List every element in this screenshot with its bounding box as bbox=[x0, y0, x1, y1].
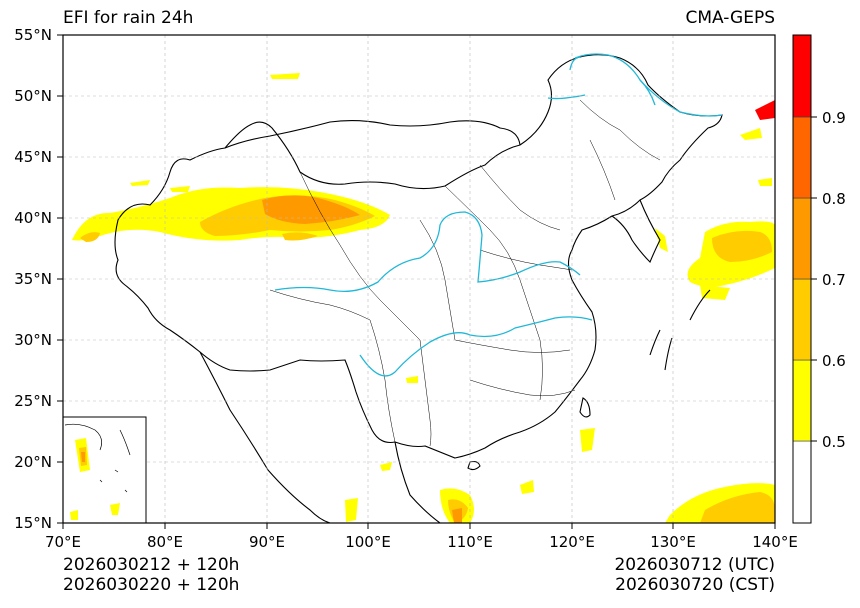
colorbar-segment bbox=[792, 116, 812, 199]
lat-tick-label: 35°N bbox=[14, 270, 52, 288]
model-name: CMA-GEPS bbox=[685, 8, 775, 28]
lon-tick-label: 140°E bbox=[752, 533, 798, 551]
songhua-river bbox=[547, 79, 656, 106]
lon-tick-label: 120°E bbox=[549, 533, 595, 551]
efi-area-japan-gold bbox=[712, 230, 772, 262]
korea-border bbox=[611, 199, 661, 263]
colorbar-segment bbox=[792, 359, 812, 442]
axis-ticks bbox=[57, 34, 776, 529]
taiwan bbox=[579, 397, 591, 418]
lat-tick-label: 15°N bbox=[14, 514, 52, 532]
colorbar: 0.5 0.6 0.7 0.8 0.9 bbox=[792, 34, 846, 524]
valid-time-utc: 2026030712 (UTC) bbox=[614, 555, 775, 575]
colorbar-segment bbox=[792, 440, 812, 524]
init-time-cst: 2026030220 + 120h bbox=[63, 575, 240, 595]
map-title: EFI for rain 24h bbox=[63, 8, 194, 28]
lon-tick-label: 110°E bbox=[447, 533, 493, 551]
colorbar-label: 0.7 bbox=[822, 271, 846, 289]
lat-tick-label: 45°N bbox=[14, 148, 52, 166]
lon-tick-label: 100°E bbox=[345, 533, 391, 551]
init-time-block: 2026030212 + 120h 2026030220 + 120h bbox=[63, 555, 239, 595]
yangtze-river bbox=[359, 316, 593, 377]
valid-time-cst: 2026030720 (CST) bbox=[615, 575, 775, 595]
south-china-sea-inset bbox=[62, 416, 147, 524]
init-time-utc: 2026030212 + 120h bbox=[63, 555, 240, 575]
india-border bbox=[199, 351, 331, 523]
valid-time-block: 2026030712 (UTC) 2026030720 (CST) bbox=[614, 555, 775, 595]
lat-tick-label: 25°N bbox=[14, 392, 52, 410]
lon-tick-label: 130°E bbox=[650, 533, 696, 551]
province-borders bbox=[269, 99, 661, 447]
colorbar-label: 0.8 bbox=[822, 190, 846, 208]
china-border bbox=[114, 54, 723, 459]
colorbar-label: 0.9 bbox=[822, 109, 846, 127]
colorbar-label: 0.5 bbox=[822, 433, 846, 451]
colorbar-segment bbox=[792, 197, 812, 280]
indochina-border bbox=[394, 441, 441, 523]
efi-area-northwest-orange bbox=[262, 195, 360, 224]
colorbar-segment bbox=[792, 34, 812, 118]
lat-tick-label: 55°N bbox=[14, 26, 52, 44]
japan-coast bbox=[649, 289, 711, 371]
lon-tick-label: 70°E bbox=[45, 533, 81, 551]
gridlines bbox=[63, 35, 775, 523]
lat-tick-label: 50°N bbox=[14, 87, 52, 105]
colorbar-segment bbox=[792, 278, 812, 361]
efi-shading bbox=[72, 73, 775, 523]
country-borders bbox=[114, 54, 723, 523]
lat-tick-label: 20°N bbox=[14, 453, 52, 471]
lat-tick-label: 30°N bbox=[14, 331, 52, 349]
lon-tick-label: 90°E bbox=[249, 533, 285, 551]
lat-tick-label: 40°N bbox=[14, 209, 52, 227]
lon-tick-label: 80°E bbox=[147, 533, 183, 551]
yellow-river bbox=[274, 211, 581, 293]
colorbar-label: 0.6 bbox=[822, 352, 846, 370]
mongolia-border bbox=[224, 119, 521, 149]
